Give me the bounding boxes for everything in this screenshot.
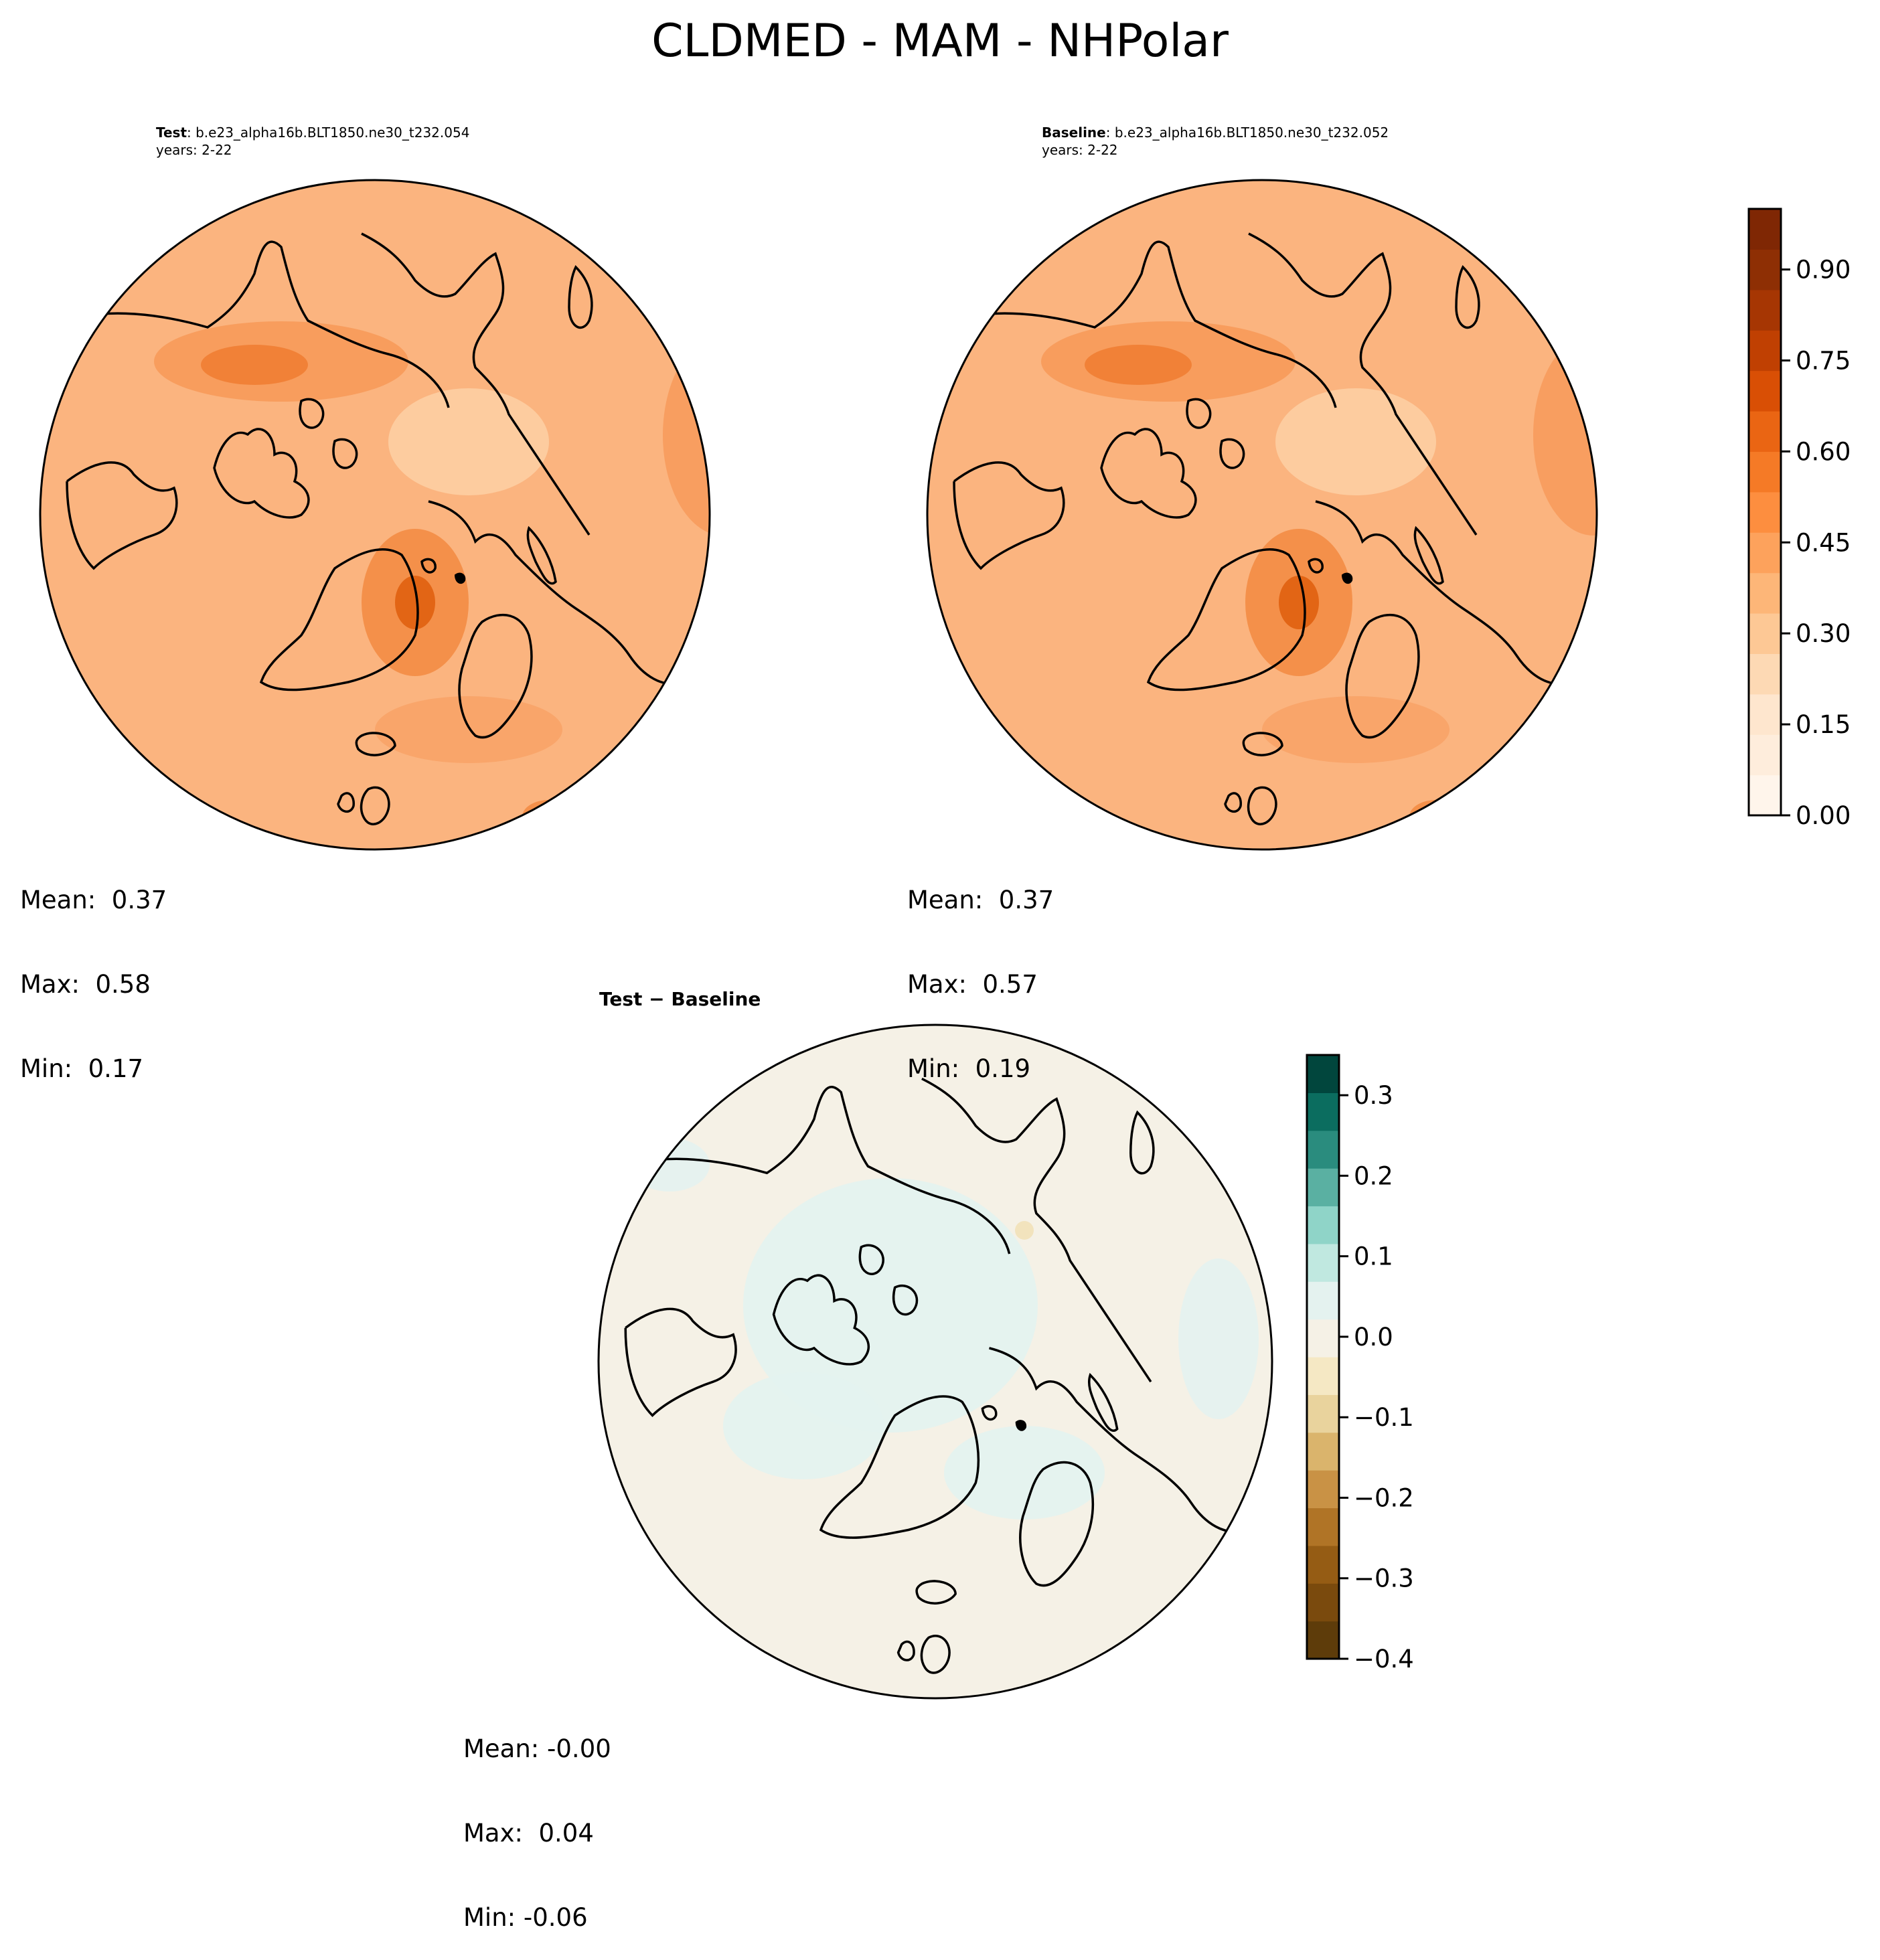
main-colorbar-segment	[1749, 734, 1781, 776]
main-colorbar-segment	[1749, 491, 1781, 533]
main-colorbar: 0.00 0.15 0.30 0.45 0.60 0.75 0.90	[1747, 208, 1851, 830]
baseline-panel-title: Baseline: b.e23_alpha16b.BLT1850.ne30_t2…	[1042, 124, 1389, 159]
test-stats: Mean: 0.37 Max: 0.58 Min: 0.17	[20, 830, 167, 1111]
diff-colorbar-tick-label: −0.4	[1354, 1645, 1414, 1673]
test-mean: Mean: 0.37	[20, 886, 167, 914]
diff-colorbar-segment	[1307, 1470, 1339, 1509]
test-max: Max: 0.58	[20, 970, 151, 999]
diff-colorbar-frame	[1306, 1054, 1340, 1660]
diff-stats: Mean: -0.00 Max: 0.04 Min: -0.06	[463, 1679, 611, 1960]
diff-colorbar-tick-label: 0.0	[1354, 1323, 1393, 1352]
diff-mean: Mean: -0.00	[463, 1734, 611, 1763]
diff-colorbar-tick-label: −0.2	[1354, 1483, 1414, 1512]
diff-colorbar-tick-label: 0.2	[1354, 1161, 1393, 1190]
test-map	[39, 179, 711, 851]
baseline-label: Baseline	[1042, 125, 1106, 141]
diff-colorbar-segment	[1307, 1621, 1339, 1659]
main-colorbar-segment	[1749, 653, 1781, 695]
diff-colorbar-segment	[1307, 1206, 1339, 1244]
diff-colorbar-segment	[1307, 1130, 1339, 1169]
diff-colorbar-segment	[1307, 1394, 1339, 1433]
baseline-case-name: : b.e23_alpha16b.BLT1850.ne30_t232.052	[1105, 125, 1389, 141]
main-colorbar-tick-label: 0.00	[1796, 801, 1851, 830]
diff-colorbar-segment	[1307, 1092, 1339, 1131]
test-label: Test	[156, 125, 187, 141]
baseline-max: Max: 0.57	[907, 970, 1038, 999]
main-colorbar-segment	[1749, 532, 1781, 574]
diff-colorbar-tick-label: −0.1	[1354, 1403, 1414, 1432]
main-colorbar-tick-label: 0.75	[1796, 347, 1851, 376]
diff-panel-title: Test − Baseline	[599, 988, 761, 1010]
main-colorbar-segment	[1749, 249, 1781, 291]
diff-colorbar-segment	[1307, 1243, 1339, 1282]
main-colorbar-segment	[1749, 289, 1781, 331]
main-colorbar-segment	[1749, 572, 1781, 614]
main-colorbar-segment	[1749, 411, 1781, 452]
diff-min: Min: -0.06	[463, 1903, 588, 1932]
diff-colorbar-segment	[1307, 1168, 1339, 1207]
baseline-years: years: 2-22	[1042, 142, 1118, 158]
diff-colorbar: 0.3 0.2 0.1 0.0 −0.1 −0.2 −0.3 −0.4	[1306, 1054, 1414, 1673]
main-colorbar-segment	[1749, 330, 1781, 372]
main-colorbar-tick-label: 0.60	[1796, 437, 1851, 466]
diff-colorbar-segment	[1307, 1281, 1339, 1320]
test-case-name: : b.e23_alpha16b.BLT1850.ne30_t232.054	[187, 125, 470, 141]
main-colorbar-segment	[1749, 774, 1781, 816]
main-colorbar-segment	[1749, 209, 1781, 250]
test-years: years: 2-22	[156, 142, 232, 158]
main-colorbar-tick-label: 0.90	[1796, 256, 1851, 284]
diff-colorbar-segment	[1307, 1545, 1339, 1584]
figure-canvas: 0.000.150.300.450.600.750.90 0.30.20.10.…	[39, 179, 1851, 1700]
main-colorbar-segment	[1749, 613, 1781, 654]
main-colorbar-segment	[1749, 451, 1781, 493]
main-colorbar-tick-label: 0.15	[1796, 710, 1851, 739]
diff-map	[597, 1024, 1273, 1700]
main-colorbar-tick-label: 0.45	[1796, 528, 1851, 557]
diff-colorbar-segment	[1307, 1055, 1339, 1093]
figure-title: CLDMED - MAM - NHPolar	[651, 15, 1229, 68]
main-colorbar-segment	[1749, 370, 1781, 412]
baseline-map	[926, 179, 1598, 851]
baseline-min: Min: 0.19	[907, 1054, 1031, 1083]
diff-colorbar-segment	[1307, 1357, 1339, 1395]
diff-colorbar-tick-label: 0.1	[1354, 1242, 1393, 1271]
diff-colorbar-segment	[1307, 1432, 1339, 1471]
diff-max: Max: 0.04	[463, 1819, 594, 1848]
main-colorbar-segment	[1749, 693, 1781, 735]
main-colorbar-frame	[1747, 208, 1782, 817]
main-colorbar-tick-label: 0.30	[1796, 619, 1851, 648]
test-panel-title: Test: b.e23_alpha16b.BLT1850.ne30_t232.0…	[156, 124, 469, 159]
diff-colorbar-tick-label: −0.3	[1354, 1564, 1414, 1593]
diff-colorbar-segment	[1307, 1583, 1339, 1622]
baseline-mean: Mean: 0.37	[907, 886, 1054, 914]
diff-colorbar-segment	[1307, 1319, 1339, 1358]
diff-colorbar-tick-label: 0.3	[1354, 1081, 1393, 1110]
baseline-stats: Mean: 0.37 Max: 0.57 Min: 0.19	[907, 830, 1054, 1111]
test-min: Min: 0.17	[20, 1054, 144, 1083]
diff-colorbar-segment	[1307, 1507, 1339, 1546]
